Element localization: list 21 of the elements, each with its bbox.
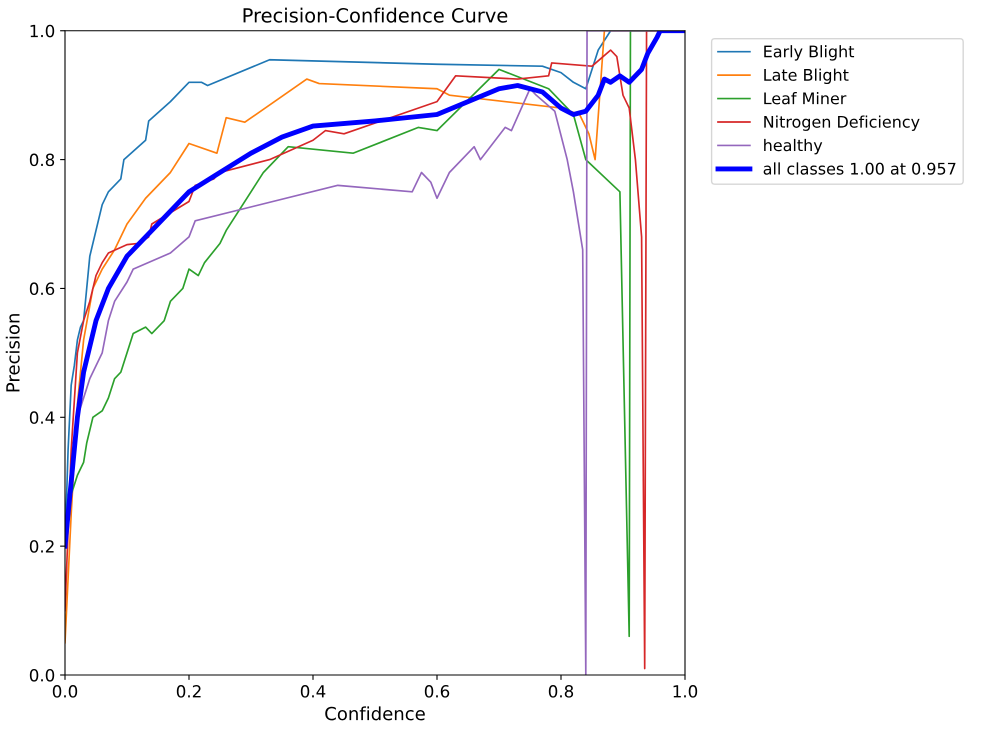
y-tick-label: 1.0	[30, 24, 54, 38]
x-tick-label: 1.0	[674, 685, 698, 698]
y-tick-label: 0.0	[30, 668, 54, 682]
y-tick-label: 0.2	[30, 540, 54, 553]
legend-label: all classes 1.00 at 0.957	[764, 162, 956, 175]
x-tick-label: 0.0	[52, 685, 78, 698]
legend-label: Early Blight	[764, 45, 854, 61]
y-tick-label: 0.4	[30, 411, 54, 424]
legend-label: healthy	[764, 138, 822, 154]
x-tick-label: 0.8	[548, 685, 574, 698]
y-tick-label: 0.8	[30, 154, 54, 166]
x-tick-label: 0.6	[424, 685, 450, 698]
x-tick-label: 0.4	[300, 685, 326, 698]
legend-label: Nitrogen Deficiency	[764, 115, 920, 131]
chart-title: Precision-Confidence Curve	[244, 8, 508, 23]
y-tick-label: 0.6	[30, 282, 54, 296]
x-axis-title: Confidence	[325, 706, 425, 720]
y-axis-title: Precision	[6, 314, 20, 392]
legend-label: Late Blight	[764, 68, 849, 84]
legend-label: Leaf Miner	[764, 92, 846, 104]
x-tick-label: 0.2	[176, 685, 201, 698]
